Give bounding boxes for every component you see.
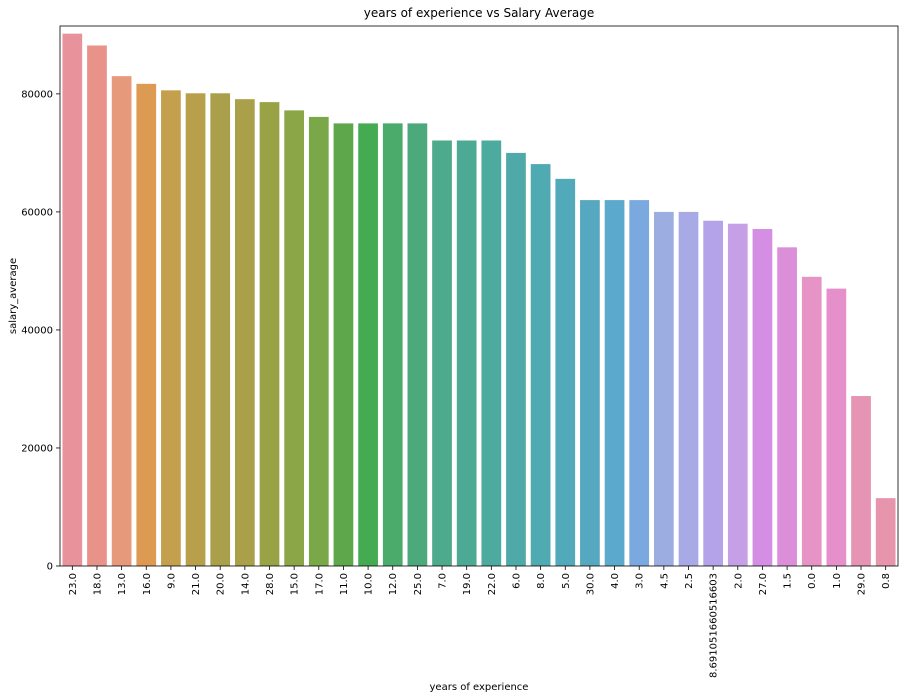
plot-frame — [59, 25, 899, 567]
x-tick-label: 6.0 — [511, 573, 522, 589]
x-tick-label: 9.0 — [166, 573, 177, 589]
bar-1.5 — [777, 247, 797, 566]
bar-5.0 — [555, 178, 576, 566]
x-tick-label: 30.0 — [585, 573, 596, 595]
bar-13.0 — [111, 76, 132, 566]
bars-group — [62, 33, 896, 567]
bar-7.0 — [432, 140, 452, 567]
x-tick-label: 14.0 — [240, 573, 251, 595]
x-tick-label: 23.0 — [68, 573, 79, 595]
x-tick-label: 27.0 — [758, 573, 769, 595]
bar-21.0 — [185, 93, 206, 566]
bar-2.5 — [678, 211, 699, 566]
bar-27.0 — [752, 229, 773, 566]
y-tick-label: 0 — [47, 562, 53, 573]
x-tick-label: 3.0 — [635, 573, 646, 589]
x-tick-label: 8.691051660516603 — [709, 573, 720, 678]
bar-2.0 — [727, 223, 748, 566]
bar-0.0 — [801, 276, 822, 566]
x-tick-label: 1.5 — [783, 573, 794, 589]
bar-17.0 — [308, 116, 329, 566]
bar-30.0 — [580, 200, 600, 566]
x-axis-label: years of experience — [430, 682, 529, 693]
x-tick-label: 8.0 — [536, 573, 547, 589]
bar-0.8 — [875, 498, 896, 566]
bar-12.0 — [382, 123, 403, 566]
bar-4.0 — [604, 200, 625, 566]
x-tick-label: 2.0 — [733, 573, 744, 589]
bar-3.0 — [629, 200, 650, 566]
x-tick-label: 2.5 — [684, 573, 695, 589]
bar-4.5 — [653, 211, 674, 566]
y-tick-label: 40000 — [21, 325, 53, 336]
x-tick-label: 29.0 — [857, 573, 868, 595]
y-axis-label: salary_average — [8, 258, 19, 334]
x-tick-label: 0.8 — [881, 573, 892, 589]
bar-8.691051660516603 — [703, 220, 724, 566]
bar-18.0 — [87, 45, 107, 567]
bar-25.0 — [407, 123, 428, 566]
bar-8.0 — [530, 164, 551, 566]
x-tick-label: 4.0 — [610, 573, 621, 589]
bar-19.0 — [456, 140, 477, 567]
bar-22.0 — [481, 140, 502, 567]
x-tick-label: 15.0 — [290, 573, 301, 595]
x-tick-label: 16.0 — [142, 573, 153, 595]
y-tick-label: 80000 — [21, 89, 53, 100]
bar-14.0 — [234, 99, 255, 567]
chart-title: years of experience vs Salary Average — [364, 6, 595, 20]
x-tick-label: 25.0 — [413, 573, 424, 595]
bar-6.0 — [506, 152, 526, 566]
x-tick-label: 11.0 — [339, 573, 350, 595]
x-tick-label: 1.0 — [832, 573, 843, 589]
bar-20.0 — [210, 93, 231, 566]
x-tick-label: 17.0 — [314, 573, 325, 595]
x-tick-label: 13.0 — [117, 573, 128, 595]
y-tick-label: 20000 — [21, 443, 53, 454]
bar-10.0 — [358, 123, 378, 566]
x-tick-label: 18.0 — [92, 573, 103, 595]
x-tick-label: 12.0 — [388, 573, 399, 595]
x-tick-label: 5.0 — [561, 573, 572, 589]
bar-15.0 — [284, 110, 305, 566]
y-tick-label: 60000 — [21, 207, 53, 218]
x-tick-label: 0.0 — [807, 573, 818, 589]
bar-11.0 — [333, 123, 354, 566]
x-tick-label: 20.0 — [216, 573, 227, 595]
x-tick-label: 21.0 — [191, 573, 202, 595]
x-tick-label: 28.0 — [265, 573, 276, 595]
y-axis-ticks: 0 20000 40000 60000 80000 — [21, 89, 60, 573]
x-axis-ticks: 23.0 18.0 13.0 16.0 9.0 21.0 20.0 14.0 28.0 15.0 1… — [68, 566, 892, 678]
x-tick-label: 4.5 — [659, 573, 670, 589]
x-tick-label: 10.0 — [364, 573, 375, 595]
x-tick-label: 7.0 — [438, 573, 449, 589]
bar-1.0 — [826, 288, 847, 566]
bar-9.0 — [161, 90, 181, 566]
bar-23.0 — [62, 33, 83, 567]
bar-29.0 — [851, 396, 871, 566]
x-tick-label: 22.0 — [487, 573, 498, 595]
bar-16.0 — [136, 83, 157, 566]
x-tick-label: 19.0 — [462, 573, 473, 595]
bar-28.0 — [259, 102, 280, 566]
